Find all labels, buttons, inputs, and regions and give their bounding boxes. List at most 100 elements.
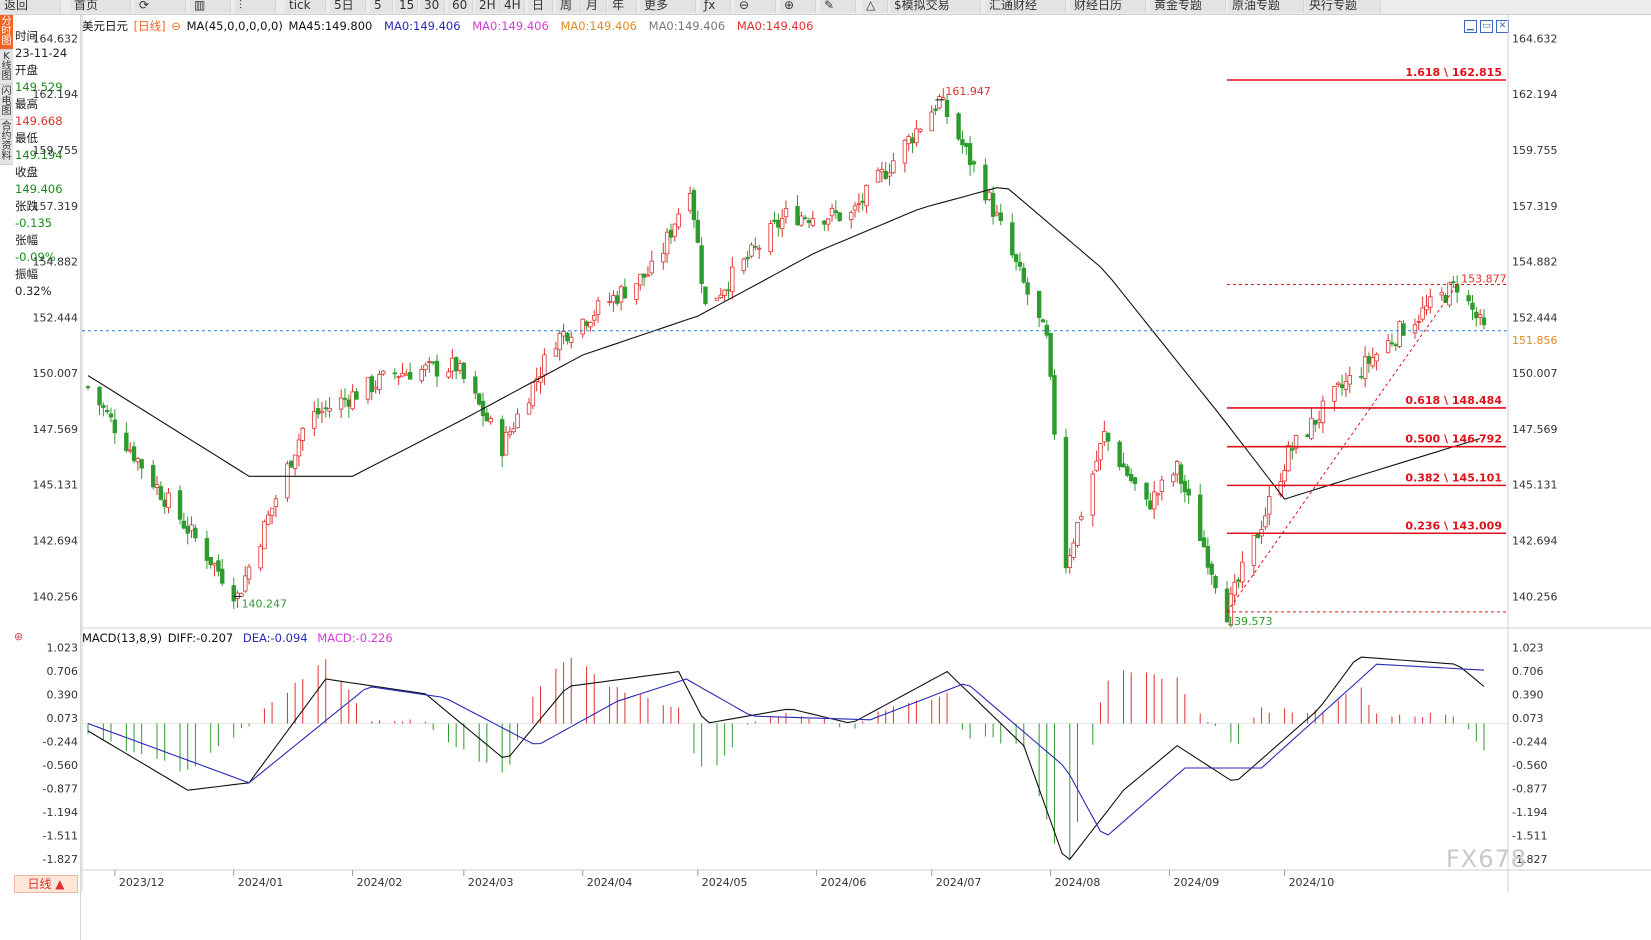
candle-body	[515, 413, 520, 429]
toolbar-item-25[interactable]: 财经日历	[1070, 0, 1146, 13]
toolbar-icon-18[interactable]: ƒx	[700, 0, 731, 13]
candle-body	[802, 217, 808, 220]
candle-body	[273, 498, 279, 507]
candle-body	[649, 260, 654, 274]
candle-body	[538, 376, 543, 383]
candle-body	[323, 407, 328, 410]
candle-body	[607, 301, 612, 303]
pct-label: 张幅	[15, 233, 38, 247]
candle-body	[476, 393, 482, 405]
candle-body	[661, 252, 666, 263]
candle-body	[998, 212, 1003, 222]
candle-body	[124, 432, 129, 451]
macd-value: MACD:-0.226	[317, 631, 393, 645]
candle-body	[296, 439, 302, 457]
toolbar-icon-19[interactable]: ⊖	[735, 0, 776, 13]
tab-timeshare[interactable]: 分时图	[0, 15, 13, 50]
candle-body	[983, 164, 988, 201]
open-label: 开盘	[15, 63, 38, 77]
candle-body	[480, 400, 486, 417]
candle-body	[1155, 493, 1161, 496]
toolbar-item-15[interactable]: 月	[582, 0, 607, 13]
toolbar-item-7[interactable]: 5	[370, 0, 393, 13]
candle-body	[181, 520, 187, 529]
toolbar-item-1[interactable]: 首页	[70, 0, 131, 13]
toolbar-item-12[interactable]: 4H	[500, 0, 525, 13]
close-icon[interactable]: ✕	[1496, 20, 1509, 33]
fib-diagonal	[1226, 284, 1458, 613]
candle-body	[914, 128, 919, 144]
price-tick-3: 157.319	[1512, 200, 1558, 213]
toolbar-icon-4[interactable]: ⫶	[235, 0, 276, 13]
candle-body	[741, 258, 747, 271]
candle-body	[97, 386, 102, 406]
toolbar-item-8[interactable]: 15	[395, 0, 418, 13]
period-selector-label: 日线	[27, 877, 52, 891]
candle-body	[285, 463, 290, 499]
toolbar-item-27[interactable]: 原油专题	[1228, 0, 1304, 13]
minimize-icon[interactable]: ▁	[1464, 20, 1477, 33]
candle-body	[1454, 283, 1460, 293]
candle-body	[1213, 575, 1218, 589]
diff-line	[87, 656, 1485, 861]
candle-body	[1343, 380, 1349, 390]
candle-body	[883, 170, 888, 179]
toolbar-item-6[interactable]: 5日	[330, 0, 366, 13]
candle-body	[1374, 353, 1379, 362]
ma-settings-icon[interactable]: ⊖	[171, 19, 181, 33]
xtick-label-2: 2024/02	[357, 876, 403, 889]
low1-label: 140.247	[242, 597, 287, 610]
candle-body	[664, 231, 670, 255]
period-selector[interactable]: 日线 ▲	[14, 875, 78, 893]
candle-body	[1389, 342, 1395, 345]
candle-body	[1182, 480, 1188, 493]
toolbar-icon-3[interactable]: ▥	[190, 0, 231, 13]
candle-body	[1447, 282, 1452, 306]
tab-contract[interactable]: 合约资料	[0, 120, 13, 165]
toolbar-item-9[interactable]: 30	[420, 0, 445, 13]
toolbar-icon-2[interactable]: ⟳	[135, 0, 186, 13]
candle-body	[1416, 320, 1422, 323]
candle-body	[1320, 400, 1326, 424]
toolbar-item-5[interactable]: tick	[285, 0, 326, 13]
toolbar-icon-21[interactable]: ✎	[820, 0, 856, 13]
toolbar-item-24[interactable]: 汇通财经	[985, 0, 1066, 13]
dea-line	[87, 663, 1485, 836]
toolbar-item-17[interactable]: 更多	[640, 0, 696, 13]
candle-body	[768, 223, 773, 253]
candle-body	[499, 419, 505, 457]
candle-body	[365, 377, 371, 400]
candle-body	[269, 507, 275, 517]
tab-flash[interactable]: 闪电图	[0, 85, 13, 120]
fib-level-label-1: 0.618 \ 148.484	[1405, 394, 1502, 407]
toolbar-item-0[interactable]: 返回	[0, 0, 61, 13]
candle-body	[1385, 340, 1391, 354]
toolbar-item-16[interactable]: 年	[608, 0, 637, 13]
toolbar-item-14[interactable]: 周	[556, 0, 581, 13]
candle-body	[404, 373, 409, 376]
restore-icon[interactable]: ▭	[1480, 20, 1493, 33]
toolbar-icon-20[interactable]: ⊕	[780, 0, 816, 13]
candle-body	[488, 418, 493, 423]
toolbar-item-26[interactable]: 黄金专题	[1150, 0, 1226, 13]
candle-body	[1263, 515, 1268, 528]
candle-body	[864, 185, 869, 207]
candle-body	[1339, 384, 1345, 388]
candle-body	[829, 207, 835, 217]
candle-body	[1144, 482, 1149, 500]
tab-kline[interactable]: K线图	[0, 50, 13, 85]
candle-body	[1052, 375, 1057, 435]
candle-body	[1232, 581, 1237, 596]
toolbar-item-13[interactable]: 日	[528, 0, 553, 13]
toolbar-item-10[interactable]: 60	[448, 0, 473, 13]
candle-body	[956, 113, 961, 140]
toolbar-icon-22[interactable]: △	[862, 0, 888, 13]
candle-body	[1036, 290, 1042, 318]
candle-body	[910, 137, 915, 144]
toolbar-item-28[interactable]: 央行专题	[1305, 0, 1381, 13]
toolbar-item-23[interactable]: $模拟交易	[890, 0, 981, 13]
toolbar-item-11[interactable]: 2H	[475, 0, 500, 13]
price-tick-2: 159.755	[1512, 144, 1558, 157]
macd-tick-7: -1.194	[1512, 806, 1547, 819]
